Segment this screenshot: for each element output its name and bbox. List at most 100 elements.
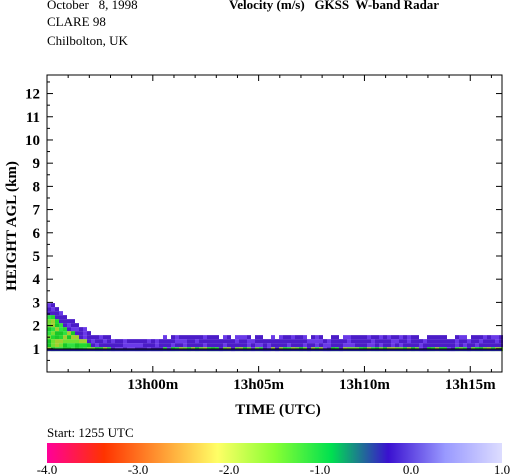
echo-cell — [67, 335, 71, 340]
echo-cell — [187, 339, 191, 344]
echo-cell — [239, 339, 243, 344]
echo-cell — [63, 335, 67, 340]
echo-cell — [263, 339, 267, 344]
echo-cell — [47, 311, 51, 316]
echo-cell — [235, 339, 239, 344]
echo-cell — [191, 343, 195, 348]
echo-cell — [379, 343, 383, 348]
echo-cell — [99, 339, 103, 344]
echo-cell — [299, 339, 303, 344]
echo-cell — [179, 339, 183, 344]
echo-cell — [71, 331, 75, 336]
echo-cell — [59, 339, 63, 344]
echo-cell — [79, 339, 83, 344]
y-tick-label: 8 — [33, 179, 41, 195]
echo-cell — [223, 343, 227, 348]
echo-cell — [495, 335, 499, 340]
echo-cell — [59, 327, 63, 332]
y-tick-label: 6 — [33, 226, 41, 242]
echo-cell — [159, 343, 163, 348]
echo-cell — [319, 335, 323, 340]
echo-cell — [347, 339, 351, 344]
echo-cell — [255, 343, 259, 348]
echo-cell — [467, 339, 471, 344]
echo-cell — [267, 343, 271, 348]
echo-cell — [135, 339, 139, 344]
echo-cell — [131, 343, 135, 348]
echo-cell — [83, 335, 87, 340]
plot-frame — [46, 74, 503, 373]
echo-cell — [47, 307, 51, 312]
echo-cell — [55, 311, 59, 316]
echo-cell — [347, 335, 351, 340]
echo-cell — [79, 331, 83, 336]
echo-cell — [55, 323, 59, 328]
echo-cell — [47, 319, 51, 324]
echo-cell — [175, 343, 179, 348]
echo-cell — [355, 339, 359, 344]
echo-cell — [363, 339, 367, 344]
echo-cell — [163, 339, 167, 344]
colorbar-tick-label: -3.0 — [128, 462, 149, 476]
echo-cell — [343, 343, 347, 348]
echo-cell — [91, 339, 95, 344]
echo-cell — [83, 343, 87, 348]
echo-cell — [231, 343, 235, 348]
echo-cell — [251, 343, 255, 348]
echo-cell — [95, 335, 99, 340]
echo-cell — [439, 343, 443, 348]
echo-cell — [455, 343, 459, 348]
echo-cell — [487, 343, 491, 348]
echo-cell — [83, 327, 87, 332]
echo-cell — [59, 331, 63, 336]
echo-cell — [211, 339, 215, 344]
echo-cell — [491, 339, 495, 344]
echo-cell — [483, 343, 487, 348]
chart-title: Velocity (m/s) GKSS W-band Radar — [229, 0, 440, 12]
echo-cell — [187, 335, 191, 340]
echo-cell — [215, 339, 219, 344]
y-tick-label: 2 — [33, 319, 41, 335]
echo-cell — [47, 339, 51, 344]
x-tick-label: 13h10m — [339, 377, 390, 393]
echo-cell — [443, 343, 447, 348]
echo-cell — [211, 343, 215, 348]
echo-cell — [267, 339, 271, 344]
echo-cell — [479, 335, 483, 340]
echo-cell — [135, 343, 139, 348]
echo-cell — [279, 335, 283, 340]
echo-cell — [319, 339, 323, 344]
echo-cell — [167, 343, 171, 348]
echo-cell — [399, 343, 403, 348]
echo-cell — [287, 343, 291, 348]
echo-cell — [243, 339, 247, 344]
echo-cell — [315, 335, 319, 340]
echo-cell — [415, 335, 419, 340]
echo-cell — [171, 339, 175, 344]
echo-cell — [163, 343, 167, 348]
x-tick-label: 13h15m — [445, 377, 496, 393]
echo-cell — [95, 343, 99, 348]
x-axis-label: TIME (UTC) — [235, 402, 320, 418]
echo-cell — [91, 335, 95, 340]
echo-cell — [47, 331, 51, 336]
echo-cell — [159, 339, 163, 344]
echo-cell — [83, 339, 87, 344]
echo-cell — [223, 335, 227, 340]
y-tick-label: 1 — [33, 342, 41, 358]
echo-cell — [155, 339, 159, 344]
y-tick-label: 7 — [33, 203, 41, 219]
echo-cell — [175, 339, 179, 344]
echo-cell — [55, 307, 59, 312]
echo-cell — [75, 339, 79, 344]
echo-cell — [379, 335, 383, 340]
echo-cell — [103, 335, 107, 340]
echo-cell — [379, 339, 383, 344]
echo-cell — [191, 339, 195, 344]
echo-cell — [455, 339, 459, 344]
echo-cell — [235, 335, 239, 340]
echo-cell — [63, 327, 67, 332]
echo-cell — [291, 343, 295, 348]
echo-cell — [375, 339, 379, 344]
